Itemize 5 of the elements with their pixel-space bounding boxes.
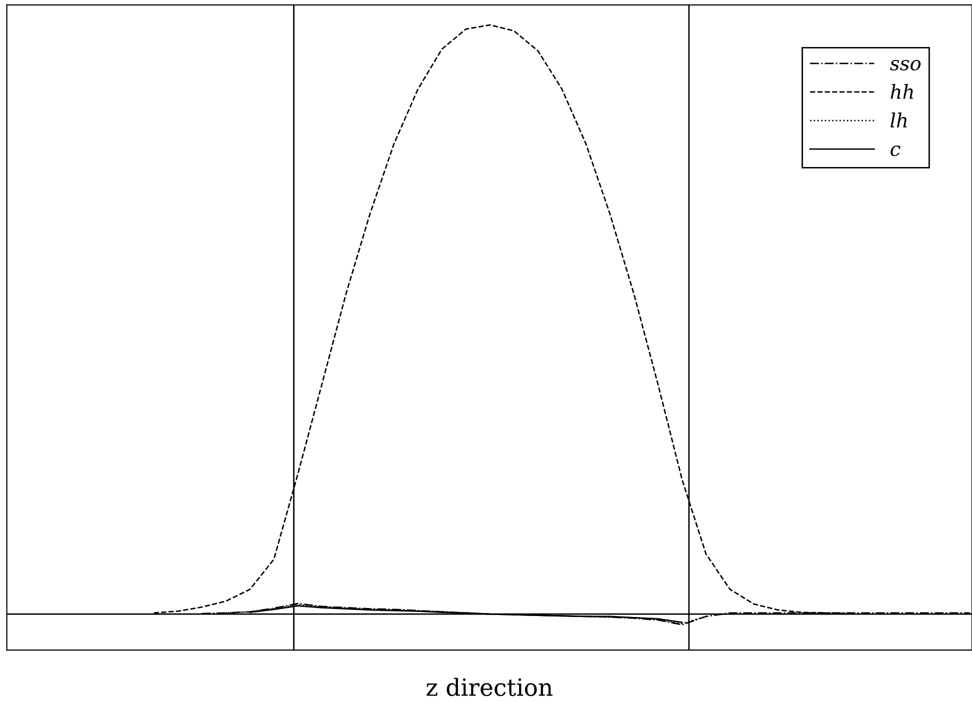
legend-label: hh xyxy=(890,84,914,99)
legend-label: sso xyxy=(890,60,921,71)
legend-label: c xyxy=(890,145,900,156)
x-axis-title: z direction xyxy=(426,678,553,696)
legend-label: lh xyxy=(890,112,907,128)
